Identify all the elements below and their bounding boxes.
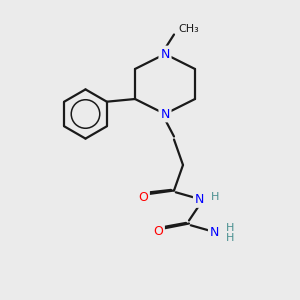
Text: N: N <box>210 226 219 239</box>
Text: O: O <box>153 225 163 238</box>
Text: N: N <box>195 193 204 206</box>
Text: H: H <box>211 191 219 202</box>
Text: H: H <box>226 233 234 243</box>
Text: N: N <box>160 107 170 121</box>
Text: O: O <box>138 190 148 204</box>
Text: H: H <box>226 223 234 233</box>
Text: CH₃: CH₃ <box>178 24 199 34</box>
Text: N: N <box>160 47 170 61</box>
